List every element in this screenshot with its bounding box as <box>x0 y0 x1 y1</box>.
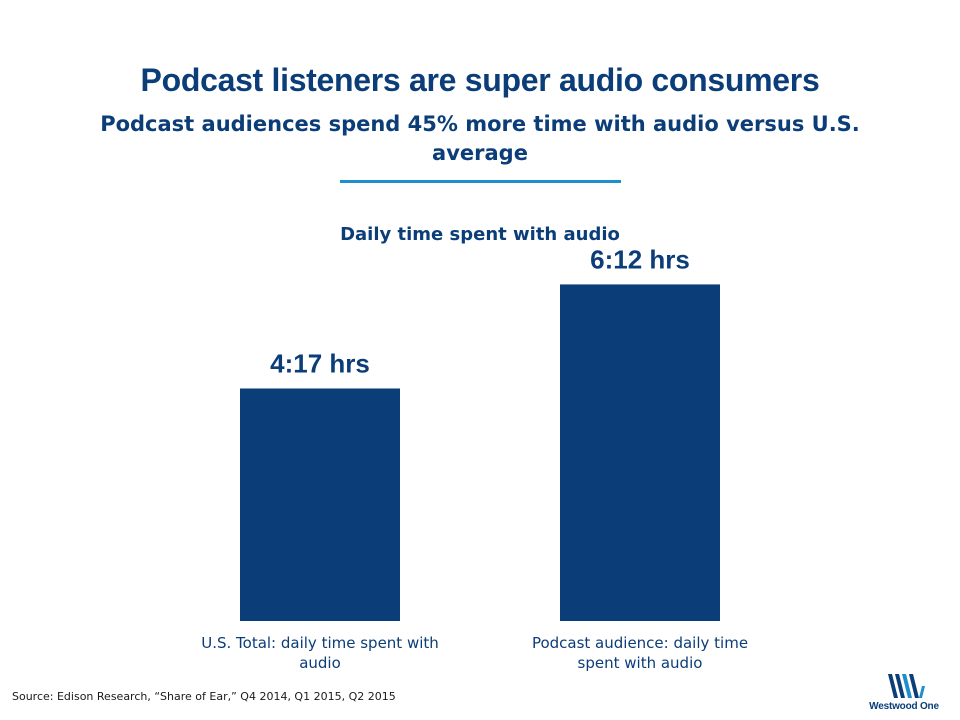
category-label-2: Podcast audience: daily time spent with … <box>531 634 749 672</box>
page-title: Podcast listeners are super audio consum… <box>140 62 820 98</box>
westwood-one-logo: Westwood One <box>864 672 944 714</box>
bar-1 <box>240 388 400 621</box>
page-subtitle: Podcast audiences spend 45% more time wi… <box>100 112 860 165</box>
logo-text: Westwood One <box>869 701 939 712</box>
chart-title: Daily time spent with audio <box>340 224 620 245</box>
bar-2 <box>560 284 720 621</box>
data-label-1: 4:17 hrs <box>270 348 370 378</box>
data-label-2: 6:12 hrs <box>590 244 690 274</box>
category-label-1: U.S. Total: daily time spent with audio <box>201 634 439 672</box>
title-divider <box>340 180 621 183</box>
westwood-one-logo-icon <box>888 674 925 698</box>
source-note: Source: Edison Research, “Share of Ear,”… <box>12 690 396 703</box>
